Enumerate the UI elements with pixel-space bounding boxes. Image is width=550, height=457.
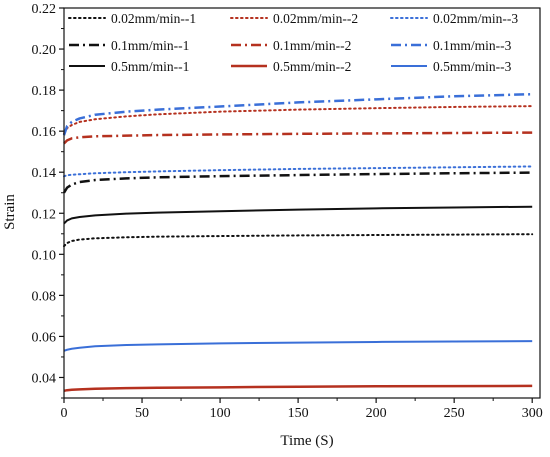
y-axis-title: Strain [2, 194, 18, 230]
x-axis-title: Time (S) [280, 433, 333, 449]
y-tick-label-7: 0.18 [32, 84, 57, 99]
x-tick-label-300: 300 [522, 406, 543, 421]
series-line-1 [63, 233, 534, 248]
series-line-5 [63, 131, 533, 145]
legend-label-6: 0.1mm/min--3 [433, 38, 512, 53]
y-tick-label-2: 0.08 [32, 289, 57, 304]
x-tick-label-100: 100 [210, 406, 231, 421]
x-tick-label-0: 0 [61, 406, 68, 421]
x-tick-label-200: 200 [366, 406, 387, 421]
y-tick-label-5: 0.14 [32, 166, 57, 181]
legend-label-3: 0.02mm/min--3 [433, 11, 518, 26]
legend-label-8: 0.5mm/min--2 [273, 59, 351, 74]
legend: 0.02mm/min--1 0.02mm/min--2 0.02mm/min--3 0… [68, 11, 518, 74]
x-tick-label-50: 50 [135, 406, 149, 421]
series-line-7 [63, 205, 533, 225]
y-tick-label-6: 0.16 [32, 125, 57, 140]
plot-frame [63, 7, 541, 399]
legend-label-1: 0.02mm/min--1 [111, 11, 196, 26]
y-tick-label-0: 0.04 [32, 371, 57, 386]
series-line-6 [62, 92, 533, 136]
legend-label-7: 0.5mm/min--1 [111, 59, 189, 74]
y-tick-label-3: 0.10 [32, 248, 57, 263]
series-line-3 [63, 165, 534, 178]
legend-label-2: 0.02mm/min--2 [273, 11, 358, 26]
x-tick-label-250: 250 [444, 406, 465, 421]
legend-label-4: 0.1mm/min--1 [111, 38, 189, 53]
series-line-2 [63, 105, 534, 135]
series-layer [62, 92, 534, 393]
y-tick-label-9: 0.22 [32, 2, 57, 17]
legend-label-5: 0.1mm/min--2 [273, 38, 351, 53]
y-tick-label-8: 0.20 [32, 43, 57, 58]
y-tick-label-1: 0.06 [32, 330, 57, 345]
legend-label-9: 0.5mm/min--3 [433, 59, 512, 74]
y-tick-label-4: 0.12 [32, 207, 57, 222]
x-tick-label-150: 150 [288, 406, 309, 421]
series-line-9 [63, 340, 533, 352]
axes: 0 50 100 150 200 250 300 0.04 0.06 0.08 0.10 0.12 0.… [32, 2, 543, 421]
series-line-8 [63, 384, 533, 393]
series-line-4 [62, 171, 533, 194]
